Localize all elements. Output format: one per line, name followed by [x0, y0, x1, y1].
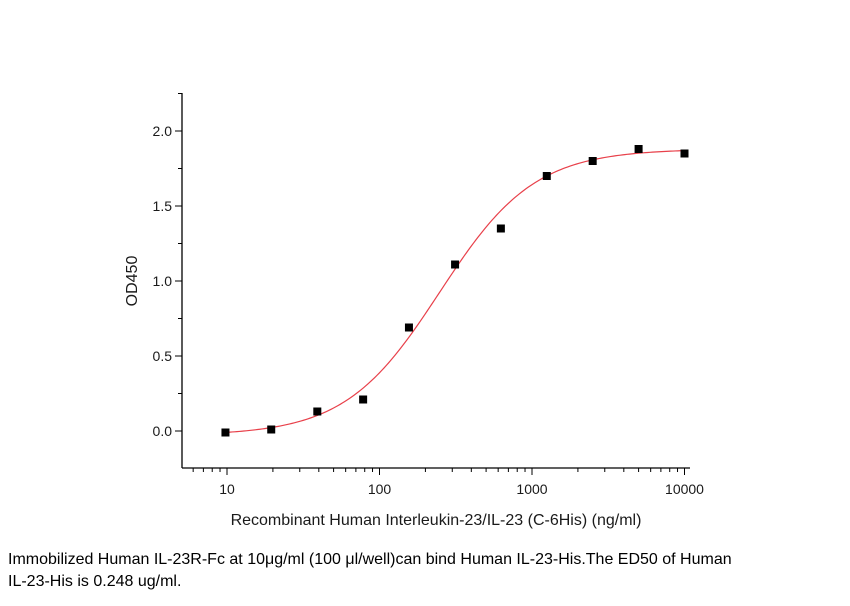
data-point-marker [451, 260, 460, 269]
y-tick-label: 1.0 [153, 273, 173, 289]
figure-caption: Immobilized Human IL-23R-Fc at 10μg/ml (… [8, 549, 848, 593]
caption-line-1: Immobilized Human IL-23R-Fc at 10μg/ml (… [8, 551, 732, 568]
y-axis: 0.0 0.5 1.0 1.5 2.0 [153, 93, 183, 468]
data-point-marker [542, 172, 551, 180]
data-point-marker [359, 395, 368, 404]
x-tick-label: 1000 [516, 481, 547, 497]
data-point-marker [404, 323, 413, 332]
y-tick-label: 0.5 [153, 348, 173, 364]
dose-response-chart: 0.0 0.5 1.0 1.5 2.0 10 100 1000 10000 OD450 Rec… [124, 93, 704, 529]
data-point-marker [267, 425, 276, 434]
y-tick-label: 2.0 [153, 123, 173, 139]
data-point-marker [680, 149, 689, 158]
x-tick-label: 10 [219, 481, 235, 497]
data-point-marker [313, 407, 322, 416]
x-axis-title: Recombinant Human Interleukin-23/IL-23 (… [231, 512, 642, 529]
x-tick-label: 100 [368, 481, 392, 497]
x-axis: 10 100 1000 10000 [182, 467, 704, 497]
data-point-marker [588, 157, 597, 165]
data-points [221, 145, 689, 437]
fit-curve [225, 150, 685, 434]
y-axis-title: OD450 [124, 256, 141, 307]
y-tick-label: 1.5 [153, 198, 173, 214]
x-tick-label: 10000 [665, 481, 704, 497]
caption-line-2: IL-23-His is 0.248 ug/ml. [8, 573, 182, 590]
data-point-marker [221, 428, 230, 437]
data-point-marker [496, 224, 505, 233]
y-tick-label: 0.0 [153, 423, 173, 439]
data-point-marker [634, 145, 643, 153]
